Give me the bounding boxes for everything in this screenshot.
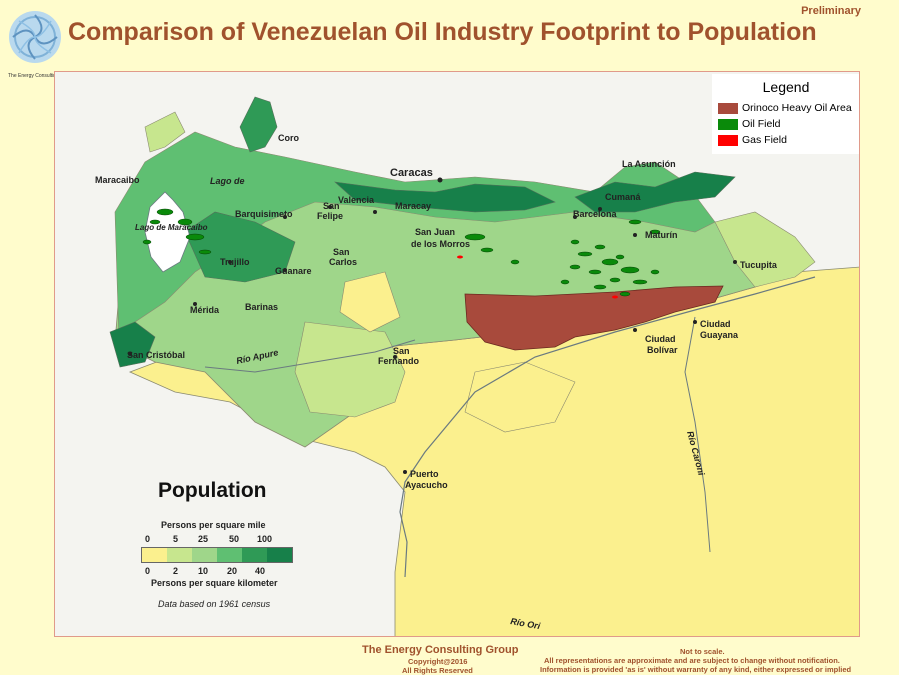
scale-cell-4 (242, 548, 267, 562)
label-puerto-ayacucho-1: Puerto (410, 469, 439, 479)
footer-rights: All Rights Reserved (402, 666, 473, 675)
river-apure (204, 339, 416, 373)
legend-label-orinoco: Orinoco Heavy Oil Area (742, 102, 852, 114)
km-tick-2: 10 (198, 566, 209, 576)
peninsula-paraguana (239, 96, 278, 153)
km-tick-1: 2 (173, 566, 179, 576)
label-san-felipe-1: San (323, 201, 340, 211)
logo-caption: The Energy Consulting Group (8, 73, 75, 79)
label-san-carlos-1: San (333, 247, 350, 257)
label-tucupita: Tucupita (740, 260, 778, 270)
company-logo (8, 10, 62, 64)
label-guanare: Guanare (275, 266, 312, 276)
legend-swatch-gas-field (718, 134, 738, 146)
label-barquisimeto: Barquisimeto (235, 209, 293, 219)
label-maracaibo-city: Maracaibo (95, 175, 140, 185)
orinoco-heavy-oil-area (464, 285, 724, 351)
label-ciudad-bolivar-1: Ciudad (645, 334, 676, 344)
region-east-dark (574, 171, 736, 213)
region-light-3 (339, 271, 401, 333)
label-maracay: Maracay (395, 201, 431, 211)
footer-company: The Energy Consulting Group (362, 644, 519, 656)
river-orinoco (399, 276, 816, 578)
km-tick-0: 0 (145, 566, 151, 576)
footer-disclaimer-warranty: Information is provided 'as is' without … (540, 665, 852, 674)
label-san-fernando-2: Fernando (378, 356, 420, 366)
venezuela-map: Coro Maracaibo Lago de Lago de Maracaibo… (95, 96, 859, 636)
lake-maracaibo (144, 191, 191, 273)
legend-item-oil-field: Oil Field (718, 116, 854, 132)
region-light-1 (294, 321, 406, 418)
label-lago: Lago de (210, 176, 245, 186)
label-trujillo: Trujillo (220, 257, 250, 267)
scale-cell-0 (142, 548, 167, 562)
label-la-asuncion: La Asunción (622, 159, 676, 169)
scale-cell-1 (167, 548, 192, 562)
footer-copyright: Copyright@2016 (408, 657, 468, 666)
legend-title: Legend (762, 79, 810, 95)
map-panel: Coro Maracaibo Lago de Lago de Maracaibo… (54, 71, 860, 637)
preliminary-badge: Preliminary (801, 5, 861, 17)
label-lago-maracaibo: Lago de Maracaibo (135, 223, 208, 232)
label-san-juan-2: de los Morros (411, 239, 470, 249)
label-san-juan-1: San Juan (415, 227, 455, 237)
label-coro: Coro (278, 133, 299, 143)
scale-cell-5 (267, 548, 292, 562)
legend-swatch-orinoco (718, 102, 738, 114)
footer-disclaimer-approx: All representations are approximate and … (544, 656, 840, 665)
region-coast-dark (334, 181, 556, 213)
label-barinas: Barinas (245, 302, 278, 312)
map-legend: Legend Orinoco Heavy Oil Area Oil Field … (712, 74, 859, 154)
mile-tick-4: 100 (257, 534, 273, 544)
label-san-fernando-1: San (393, 346, 410, 356)
label-san-carlos-2: Carlos (329, 257, 357, 267)
region-sancristobal (109, 321, 156, 368)
population-scale-bar (141, 547, 293, 563)
peninsula-guajira (144, 111, 186, 153)
label-valencia: Valencia (338, 195, 375, 205)
river-caroni (684, 316, 711, 553)
label-ciudad-guayana-2: Guayana (700, 330, 739, 340)
mile-tick-0: 0 (145, 534, 151, 544)
scale-cell-2 (192, 548, 217, 562)
label-barcelona: Barcelona (573, 209, 618, 219)
population-per-mile-label: Persons per square mile (161, 520, 266, 530)
mile-tick-2: 25 (198, 534, 209, 544)
legend-item-orinoco: Orinoco Heavy Oil Area (718, 100, 854, 116)
city-markers (128, 177, 737, 474)
gas-fields (457, 255, 618, 299)
km-tick-3: 20 (227, 566, 238, 576)
region-andes-dark (184, 211, 296, 283)
legend-label-gas-field: Gas Field (742, 134, 787, 146)
population-key-title: Population (158, 479, 267, 502)
oil-fields (142, 208, 661, 297)
label-merida: Mérida (190, 305, 220, 315)
legend-swatch-oil-field (718, 118, 738, 130)
census-note: Data based on 1961 census (158, 599, 271, 609)
legend-item-gas-field: Gas Field (718, 132, 854, 148)
label-cumana: Cumaná (605, 192, 642, 202)
page-title: Comparison of Venezuelan Oil Industry Fo… (68, 18, 817, 46)
legend-label-oil-field: Oil Field (742, 118, 781, 130)
population-per-km-label: Persons per square kilometer (151, 578, 278, 588)
label-caracas: Caracas (390, 167, 433, 179)
mile-tick-1: 5 (173, 534, 179, 544)
region-delta (714, 211, 816, 288)
region-light-2 (464, 361, 576, 433)
label-san-felipe-2: Felipe (317, 211, 343, 221)
mile-tick-3: 50 (229, 534, 240, 544)
scale-cell-3 (217, 548, 242, 562)
footer-disclaimer-scale: Not to scale. (680, 647, 725, 656)
km-tick-4: 40 (255, 566, 266, 576)
label-ciudad-bolivar-2: Bolívar (647, 345, 678, 355)
label-maturin: Maturín (645, 230, 678, 240)
label-puerto-ayacucho-2: Ayacucho (405, 480, 448, 490)
label-ciudad-guayana-1: Ciudad (700, 319, 731, 329)
label-san-cristobal: San Cristóbal (127, 350, 185, 360)
